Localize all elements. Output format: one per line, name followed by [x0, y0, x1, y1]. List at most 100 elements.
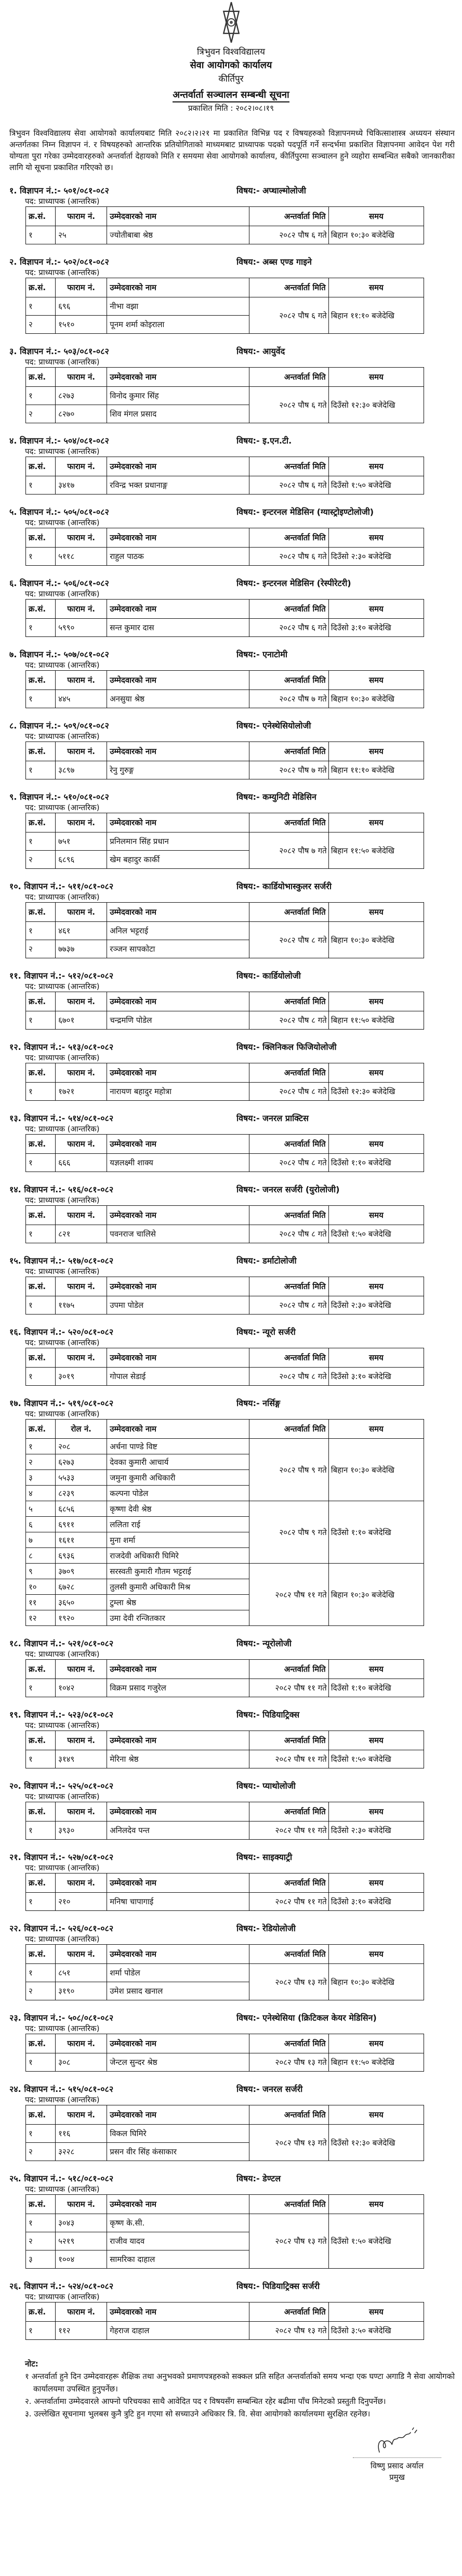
column-header: अन्तर्वार्ता मिति: [248, 902, 329, 922]
advertisement-number: १३. विज्ञापन नं.:- ५१४/०८१-०८२: [9, 1113, 114, 1123]
candidate-name: कृष्ण के.सी.: [107, 2214, 249, 2232]
post-label: पद: प्राध्यापक (आन्तरिक): [25, 1195, 100, 1205]
note-item: १ अन्तर्वार्ता हुने दिन उम्मेदवारहरू शैक…: [25, 2372, 455, 2393]
candidate-name: रञ्जन सापकोटा: [107, 940, 249, 958]
advertisement-number: ६. विज्ञापन नं.:- ५०६/०८१-०८२: [9, 578, 109, 588]
column-header: अन्तर्वार्ता मिति: [248, 2302, 329, 2322]
candidate-table: क्र.सं. फाराम नं. उम्मेदवारको नाम अन्तर्वार…: [25, 2194, 425, 2269]
form-number: ५९९०: [55, 618, 108, 637]
subject: विषय:- डर्माटोलोजी: [236, 1256, 297, 1266]
column-header: क्र.सं.: [25, 206, 56, 226]
advertisement-section: १. विज्ञापन नं.:- ५०१/०८१-०८२ विषय:- अप्थ…: [0, 186, 462, 244]
candidate-name: तुलसी कुमारी अधिकारी मिश्र: [107, 1579, 249, 1595]
advertisement-section: १६. विज्ञापन नं.:- ५२०/०८१-०८२ विषय:- न्य…: [0, 1327, 462, 1386]
candidate-name: मुना शर्मा: [107, 1532, 249, 1548]
candidate-table: क्र.सं. फाराम नं. उम्मेदवारको नाम अन्तर्वार…: [25, 1659, 425, 1697]
candidate-name: सन्त कुमार दास: [107, 618, 249, 637]
column-header: रोल नं.: [55, 1419, 108, 1439]
column-header: अन्तर्वार्ता मिति: [248, 813, 329, 832]
column-header: उम्मेदवारको नाम: [107, 813, 249, 832]
form-number: ४४५: [55, 689, 108, 708]
candidate-name: मेरिना श्रेष्ठ: [107, 1750, 249, 1768]
table-header-row: क्र.सं. फाराम नं. उम्मेदवारको नाम अन्तर्वार…: [25, 278, 425, 297]
advertisement-number: २. विज्ञापन नं.:- ५०२/०८१-०८२: [9, 257, 109, 267]
column-header: फाराम नं.: [55, 278, 108, 297]
column-header: उम्मेदवारको नाम: [107, 1944, 249, 1964]
section-heading: २३. विज्ञापन नं.:- ५०८/०८१-०८२ विषय:- एने…: [9, 2013, 462, 2023]
advertisement-number: २०. विज्ञापन नं.:- ५२५/०८१-०८२: [9, 1781, 114, 1791]
interview-time: बिहान ११:१० बजेदेखि: [328, 297, 425, 334]
interview-date: २०८२ पौष ८ गते: [248, 1296, 329, 1315]
subject: विषय:- एनेस्थेसिया (क्रिटिकल केयर मेडिसि…: [236, 2013, 377, 2023]
advertisement-section: २०. विज्ञापन नं.:- ५२५/०८१-०८२ विषय:- प्य…: [0, 1781, 462, 1840]
column-header: क्र.सं.: [25, 1873, 56, 1893]
advertisement-section: २६. विज्ञापन नं.:- ५२४/०८१-०८२ विषय:- पिड…: [0, 2281, 462, 2340]
post-label: पद: प्राध्यापक (आन्तरिक): [25, 1053, 100, 1062]
interview-date: २०८२ पौष ९ गते: [248, 1501, 329, 1564]
subject: विषय:- आयुर्वेद: [236, 346, 285, 356]
column-header: उम्मेदवारको नाम: [107, 599, 249, 619]
table-row: २ १५१० पूनम शर्मा कोइराला: [25, 315, 424, 334]
serial-number: ७: [25, 1532, 56, 1548]
signatory-name: विष्णु प्रसाद अर्याल: [370, 2461, 424, 2470]
advertisement-section: १८. विज्ञापन नं.:- ५२१/०८१-०८२ विषय:- न्य…: [0, 1638, 462, 1697]
column-header: क्र.सं.: [25, 1802, 56, 1822]
column-header: अन्तर्वार्ता मिति: [248, 367, 329, 387]
table-row: १ ३४१७ रविन्द्र भक्त प्रधानाङ्ग २०८२ पौष ६ …: [25, 476, 425, 495]
table-row: १ १७२१ नारायण बहादुर महोत्रा २०८२ पौष ८ गते…: [25, 1082, 425, 1101]
subject: विषय:- कार्डियोभास्कुलर सर्जरी: [236, 881, 332, 891]
column-header: फाराम नं.: [55, 457, 108, 476]
column-header: अन्तर्वार्ता मिति: [248, 1277, 329, 1296]
subject: विषय:- जनरल सर्जरी: [236, 2084, 303, 2094]
candidate-name: अनिलदेव पन्त: [107, 1821, 249, 1840]
interview-time: दिउँसो ३:१० बजेदेखि: [328, 618, 425, 637]
advertisement-section: ८. विज्ञापन नं.:- ५०९/०८१-०८२ विषय:- एनेस…: [0, 721, 462, 779]
notice-page: त्रिभुवन विश्वविद्यालय सेवा आयोगको कार्य…: [0, 2, 462, 2487]
column-header: समय: [328, 902, 425, 922]
candidate-table: क्र.सं. फाराम नं. उम्मेदवारको नाम अन्तर्वार…: [25, 1873, 425, 1911]
column-header: क्र.सं.: [25, 902, 56, 922]
column-header: अन्तर्वार्ता मिति: [248, 278, 329, 297]
signatory-designation: प्रमुख: [389, 2473, 405, 2482]
published-date: प्रकाशित मिति : २०८२।०८।१९: [188, 103, 274, 113]
serial-number: २: [25, 405, 56, 423]
form-number: ४६१: [55, 921, 108, 940]
subject: विषय:- अप्थाल्मोलोजी: [236, 186, 306, 196]
section-heading: ९. विज्ञापन नं.:- ५१०/०८१-०८२ विषय:- कम्य…: [9, 792, 462, 802]
column-header: उम्मेदवारको नाम: [107, 2302, 249, 2322]
form-number: ५२१९: [55, 2232, 108, 2250]
interview-time: दिउँसो १२:३० बजेदेखि: [328, 2124, 425, 2161]
column-header: अन्तर्वार्ता मिति: [248, 670, 329, 690]
candidate-name: टुम्ला श्रेष्ठ: [107, 1594, 249, 1610]
column-header: अन्तर्वार्ता मिति: [248, 599, 329, 619]
table-row: ५ ६८५६ कृष्णा देवी श्रेष्ठ २०८२ पौष ९ गते दि…: [25, 1501, 425, 1564]
column-header: फाराम नं.: [55, 2302, 108, 2322]
interview-date: २०८२ पौष १३ गते: [248, 2321, 329, 2340]
column-header: समय: [328, 206, 425, 226]
column-header: उम्मेदवारको नाम: [107, 206, 249, 226]
post-label: पद: प्राध्यापक (आन्तरिक): [25, 732, 100, 741]
table-header-row: क्र.सं. फाराम नं. उम्मेदवारको नाम अन्तर्वार…: [25, 206, 425, 226]
post-label: पद: प्राध्यापक (आन्तरिक): [25, 2292, 100, 2301]
column-header: उम्मेदवारको नाम: [107, 741, 249, 761]
table-header-row: क्र.सं. फाराम नं. उम्मेदवारको नाम अन्तर्वार…: [25, 813, 425, 832]
column-header: अन्तर्वार्ता मिति: [248, 1348, 329, 1368]
table-header-row: क्र.सं. फाराम नं. उम्मेदवारको नाम अन्तर्वार…: [25, 992, 425, 1011]
column-header: उम्मेदवारको नाम: [107, 1205, 249, 1225]
column-header: उम्मेदवारको नाम: [107, 2194, 249, 2214]
form-number: ३०८: [55, 2053, 108, 2072]
serial-number: ८: [25, 1547, 56, 1564]
form-number: ६८५६: [55, 1501, 108, 1517]
table-row: १ ७५१ प्रनिलमान सिंह प्रधान २०८२ पौष ७ गते ब…: [25, 832, 425, 869]
interview-date: २०८२ पौष ८ गते: [248, 1082, 329, 1101]
column-header: अन्तर्वार्ता मिति: [248, 741, 329, 761]
candidate-name: कृष्णा देवी श्रेष्ठ: [107, 1501, 249, 1517]
advertisement-section: ४. विज्ञापन नं.:- ५०४/०८१-०८२ विषय:- इ.एन…: [0, 436, 462, 495]
post-label: पद: प्राध्यापक (आन्तरिक): [25, 268, 100, 277]
column-header: अन्तर्वार्ता मिति: [248, 1802, 329, 1822]
university-logo-icon: [222, 2, 240, 43]
column-header: क्र.सं.: [25, 1205, 56, 1225]
table-row: १ ६७०१ चन्द्रमणि पोडेल २०८२ पौष ८ गते बिहान …: [25, 1011, 425, 1030]
subject: विषय:- नर्सिङ्ग: [236, 1398, 281, 1408]
table-row: १ ३०८ जेन्टल सुन्दर श्रेष्ठ २०८२ पौष १३ गते…: [25, 2053, 425, 2072]
